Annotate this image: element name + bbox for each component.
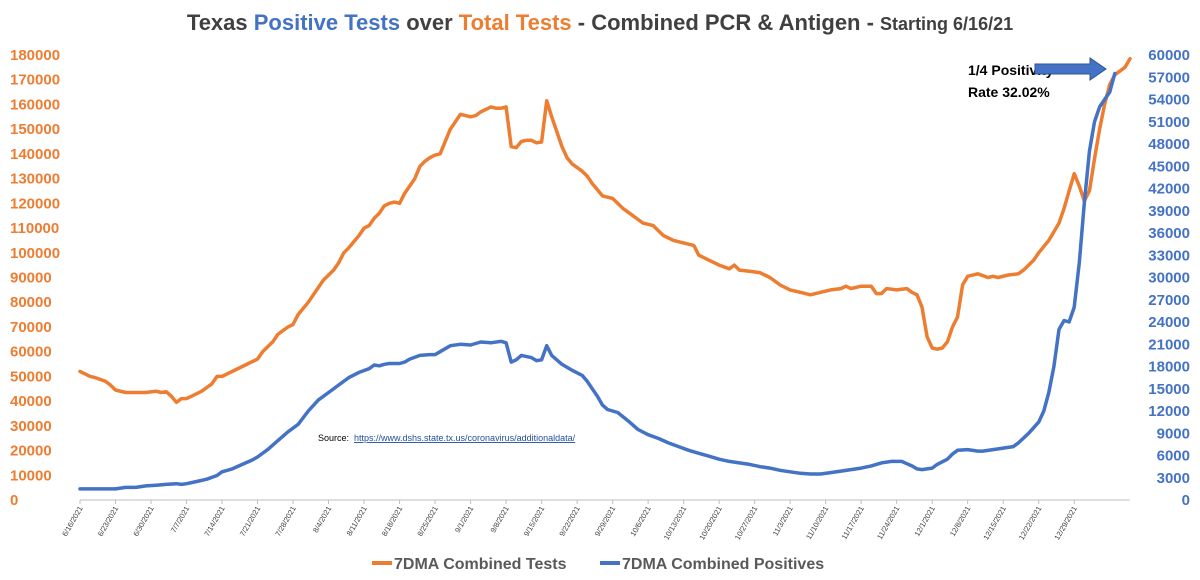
right-arrow-icon <box>1034 57 1107 81</box>
x-tick-label: 6/23/2021 <box>96 505 120 538</box>
left-tick-label: 160000 <box>10 96 60 113</box>
x-tick-label: 12/29/2021 <box>1052 505 1079 542</box>
left-tick-label: 50000 <box>10 368 52 385</box>
x-tick-label: 8/18/2021 <box>380 505 404 538</box>
x-tick-label: 8/25/2021 <box>415 505 439 538</box>
x-tick-label: 11/10/2021 <box>804 505 830 542</box>
left-tick-label: 120000 <box>10 195 60 212</box>
right-tick-label: 9000 <box>1157 425 1190 442</box>
x-tick-label: 9/1/2021 <box>453 505 475 535</box>
annotation-line1: 1/4 Positivity <box>968 62 1054 78</box>
right-tick-label: 33000 <box>1148 247 1190 264</box>
x-tick-label: 7/28/2021 <box>273 505 297 538</box>
left-tick-label: 150000 <box>10 121 60 138</box>
x-axis: 6/16/2021 6/23/2021 6/30/2021 7/7/2021 7/14/… <box>60 499 1130 542</box>
left-tick-label: 60000 <box>10 344 52 361</box>
x-tick-label: 8/11/2021 <box>345 505 369 538</box>
x-tick-label: 9/8/2021 <box>488 504 510 534</box>
left-tick-label: 180000 <box>10 47 60 64</box>
right-tick-label: 3000 <box>1157 470 1190 487</box>
right-tick-label: 0 <box>1182 492 1190 509</box>
left-tick-label: 70000 <box>10 319 52 336</box>
positivity-annotation: 1/4 Positivity Rate 32.02% <box>968 57 1107 100</box>
x-tick-label: 12/8/2021 <box>948 505 972 538</box>
source-link[interactable]: https://www.dshs.state.tx.us/coronavirus… <box>354 433 576 443</box>
right-tick-label: 54000 <box>1148 92 1190 109</box>
right-tick-label: 24000 <box>1148 314 1190 331</box>
x-tick-label: 10/6/2021 <box>628 505 652 538</box>
right-tick-label: 42000 <box>1148 181 1190 198</box>
x-tick-label: 11/3/2021 <box>771 505 795 538</box>
right-tick-label: 60000 <box>1148 47 1190 64</box>
x-tick-label: 12/1/2021 <box>912 505 936 538</box>
right-tick-label: 30000 <box>1148 270 1190 287</box>
legend: 7DMA Combined Tests 7DMA Combined Positi… <box>372 556 824 573</box>
left-tick-label: 10000 <box>10 467 52 484</box>
x-tick-label: 10/20/2021 <box>697 505 724 542</box>
x-tick-label: 7/21/2021 <box>238 505 262 538</box>
title-part4: Total Tests <box>459 10 572 35</box>
left-tick-label: 40000 <box>10 393 52 410</box>
source-label: Source: <box>318 433 349 443</box>
right-axis: 0 3000 6000 9000 12000 15000 18000 21000 24000 27… <box>1148 47 1190 509</box>
x-tick-label: 8/4/2021 <box>311 505 333 535</box>
x-tick-label: 9/15/2021 <box>522 505 546 538</box>
legend-label-positives: 7DMA Combined Positives <box>622 556 824 573</box>
right-tick-label: 15000 <box>1148 381 1190 398</box>
left-tick-label: 170000 <box>10 72 60 89</box>
x-tick-label: 11/24/2021 <box>875 505 901 542</box>
left-axis: 0 10000 20000 30000 40000 50000 60000 70000 8000… <box>10 47 60 509</box>
title-part2: Positive Tests <box>254 10 400 35</box>
title-part5: - Combined PCR & Antigen - <box>572 10 880 35</box>
right-tick-label: 18000 <box>1148 359 1190 376</box>
x-tick-label: 11/17/2021 <box>840 505 866 542</box>
x-tick-label: 9/29/2021 <box>593 505 617 538</box>
x-tick-label: 9/22/2021 <box>557 505 581 538</box>
series-line-positives <box>78 71 1117 491</box>
x-tick-label: 12/22/2021 <box>1017 505 1044 542</box>
right-tick-label: 51000 <box>1148 114 1190 131</box>
right-tick-label: 48000 <box>1148 136 1190 153</box>
title-part3: over <box>400 10 459 35</box>
x-tick-label: 7/7/2021 <box>169 505 191 535</box>
right-tick-label: 6000 <box>1157 448 1190 465</box>
left-tick-label: 100000 <box>10 245 60 262</box>
right-tick-label: 39000 <box>1148 203 1190 220</box>
x-tick-label: 10/13/2021 <box>662 505 689 542</box>
title-part6: Starting 6/16/21 <box>880 14 1013 34</box>
left-tick-label: 130000 <box>10 171 60 188</box>
x-tick-label: 10/27/2021 <box>733 505 760 542</box>
annotation-line2: Rate 32.02% <box>968 84 1050 100</box>
left-tick-label: 30000 <box>10 418 52 435</box>
legend-label-tests: 7DMA Combined Tests <box>394 556 567 573</box>
x-tick-label: 6/30/2021 <box>131 505 155 538</box>
series-line-tests <box>78 56 1132 405</box>
left-tick-label: 80000 <box>10 294 52 311</box>
right-tick-label: 36000 <box>1148 225 1190 242</box>
title-part1: Texas <box>187 10 254 35</box>
right-tick-label: 12000 <box>1148 403 1190 420</box>
left-tick-label: 20000 <box>10 443 52 460</box>
x-tick-label: 7/14/2021 <box>202 505 226 538</box>
left-tick-label: 140000 <box>10 146 60 163</box>
left-tick-label: 0 <box>10 492 18 509</box>
left-tick-label: 90000 <box>10 270 52 287</box>
x-tick-label: 12/15/2021 <box>981 505 1008 542</box>
right-tick-label: 45000 <box>1148 158 1190 175</box>
left-tick-label: 110000 <box>10 220 59 237</box>
chart-title: Texas Positive Tests over Total Tests - … <box>187 10 1013 35</box>
right-tick-label: 27000 <box>1148 292 1190 309</box>
right-tick-label: 21000 <box>1148 336 1190 353</box>
x-tick-label: 6/16/2021 <box>60 505 84 538</box>
right-tick-label: 57000 <box>1148 69 1190 86</box>
series-layer <box>78 56 1132 491</box>
